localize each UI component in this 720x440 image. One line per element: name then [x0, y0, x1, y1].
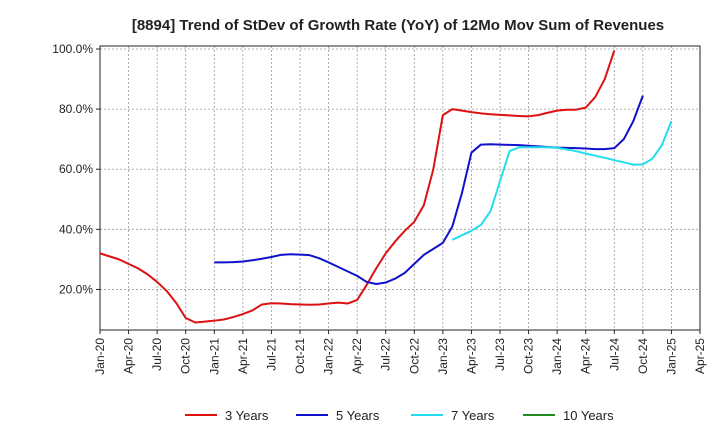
x-tick-label: Oct-23: [522, 338, 536, 374]
legend-label: 7 Years: [451, 408, 495, 423]
x-tick-label: Oct-24: [636, 338, 650, 374]
legend-label: 3 Years: [225, 408, 269, 423]
x-tick-label: Apr-25: [693, 338, 707, 374]
x-tick-label: Oct-22: [407, 338, 421, 374]
x-axis-ticks: Jan-20 Apr-20 Jul-20 Oct-20 Jan-21 Apr-21 Jul-…: [93, 330, 707, 375]
x-tick-label: Jan-20: [93, 338, 107, 375]
x-tick-label: Apr-23: [464, 338, 478, 374]
y-tick-label: 60.0%: [59, 162, 93, 176]
x-tick-label: Jul-21: [264, 338, 278, 371]
series-layer: [99, 50, 673, 324]
x-tick-label: Jan-22: [322, 338, 336, 375]
series-line-7-years: [451, 120, 673, 241]
x-tick-label: Apr-20: [122, 338, 136, 374]
y-axis-ticks: 20.0% 40.0% 60.0% 80.0% 100.0%: [52, 42, 100, 296]
x-tick-label: Apr-22: [350, 338, 364, 374]
grid-lines: [99, 46, 701, 330]
legend-label: 10 Years: [563, 408, 614, 423]
y-tick-label: 20.0%: [59, 282, 93, 296]
x-tick-label: Apr-21: [236, 338, 250, 374]
chart-title: [8894] Trend of StDev of Growth Rate (Yo…: [132, 17, 664, 34]
x-tick-label: Jan-25: [664, 338, 678, 375]
x-tick-label: Oct-21: [293, 338, 307, 374]
legend-label: 5 Years: [336, 408, 380, 423]
x-tick-label: Jul-24: [607, 338, 621, 371]
x-tick-label: Jan-23: [436, 338, 450, 375]
x-tick-label: Oct-20: [179, 338, 193, 374]
series-line-5-years: [214, 95, 644, 286]
plot-frame: [99, 45, 701, 331]
y-tick-label: 40.0%: [59, 222, 93, 236]
x-tick-label: Apr-24: [579, 338, 593, 374]
x-tick-label: Jan-24: [550, 338, 564, 375]
x-tick-label: Jul-23: [493, 338, 507, 371]
series-line-3-years: [99, 50, 616, 324]
y-tick-label: 100.0%: [52, 42, 93, 56]
x-tick-label: Jul-20: [150, 338, 164, 371]
x-tick-label: Jul-22: [379, 338, 393, 371]
legend: 3 Years 5 Years 7 Years 10 Years: [185, 408, 614, 423]
y-tick-label: 80.0%: [59, 102, 93, 116]
x-tick-label: Jan-21: [207, 338, 221, 375]
